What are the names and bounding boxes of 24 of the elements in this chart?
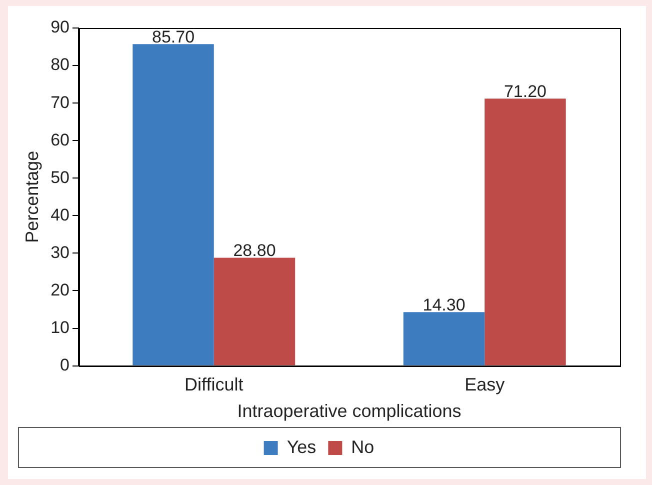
y-tick-label: 20 bbox=[50, 280, 70, 300]
y-axis-title: Percentage bbox=[22, 150, 42, 243]
bar bbox=[132, 44, 214, 366]
bar bbox=[403, 312, 485, 366]
y-tick-label: 70 bbox=[50, 92, 70, 112]
bar bbox=[484, 98, 566, 366]
x-tick-label: Easy bbox=[464, 374, 505, 395]
data-label: 71.20 bbox=[504, 82, 547, 101]
bar bbox=[214, 258, 296, 366]
data-label: 14.30 bbox=[422, 295, 466, 314]
y-tick-label: 30 bbox=[50, 242, 70, 262]
data-label: 85.70 bbox=[152, 27, 195, 46]
y-tick-label: 40 bbox=[50, 205, 70, 224]
x-tick-label: Difficult bbox=[184, 374, 244, 395]
legend-label: No bbox=[351, 436, 374, 457]
y-tick-label: 50 bbox=[50, 168, 70, 187]
y-tick-label: 90 bbox=[50, 18, 70, 37]
y-tick-label: 60 bbox=[50, 130, 70, 150]
y-tick-label: 80 bbox=[50, 55, 70, 74]
legend-label: Yes bbox=[286, 436, 316, 457]
y-tick-label: 0 bbox=[60, 355, 70, 374]
x-axis-title: Intraoperative complications bbox=[237, 401, 462, 422]
y-tick-label: 10 bbox=[50, 318, 70, 337]
data-label: 28.80 bbox=[233, 240, 276, 260]
